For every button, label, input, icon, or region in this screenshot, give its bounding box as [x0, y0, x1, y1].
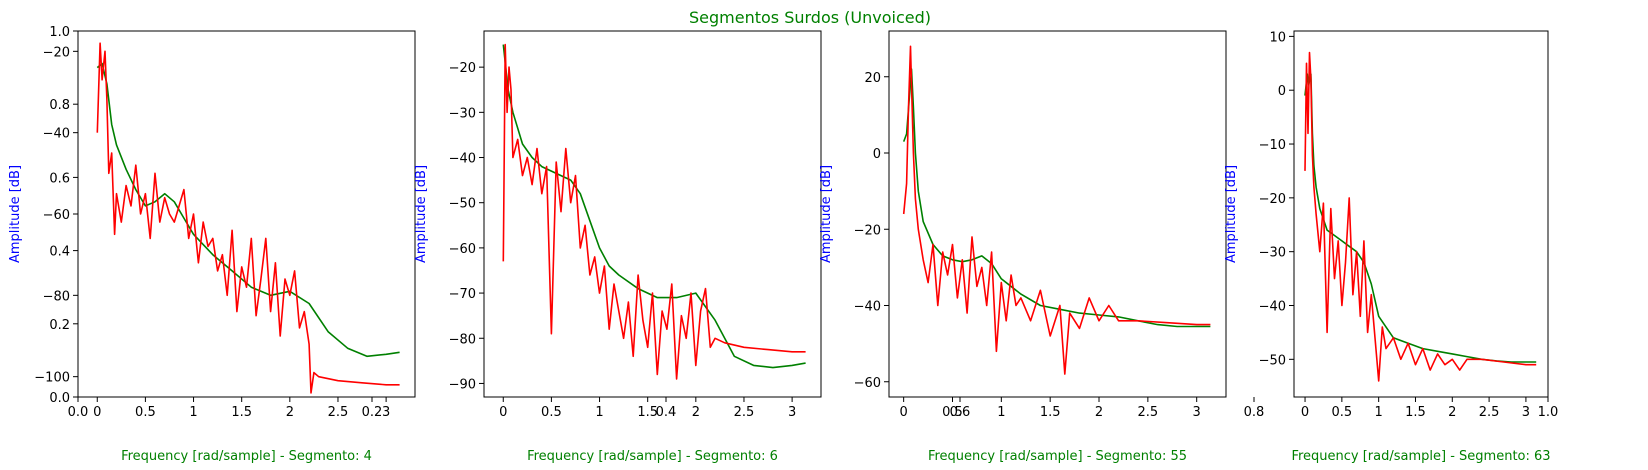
bg-x-tick-label: 0.4 — [656, 405, 677, 420]
plot-area — [1294, 31, 1548, 397]
x-tick-label: 3 — [1522, 405, 1530, 420]
spectrum-line — [1304, 51, 1537, 382]
x-tick-label: 0 — [1301, 405, 1309, 420]
y-tick-label: −50 — [449, 197, 476, 212]
x-tick-label: 3 — [382, 405, 390, 420]
y-tick-label: −40 — [43, 127, 70, 142]
envelope-line — [502, 44, 806, 369]
axes-frame — [483, 30, 822, 398]
y-tick-label: −40 — [1259, 300, 1286, 315]
bg-x-tick-label: 0.0 — [68, 405, 89, 420]
subplot-2: 0 0.5 1 1.5 2 2.5 3 −90 −80 −70 −60 −50 −40 −30 −20 Fre… — [414, 30, 822, 464]
bg-y-tick-label: 0.0 — [49, 391, 70, 406]
x-tick-label: 0 — [93, 405, 101, 420]
y-tick-label: −70 — [449, 287, 476, 302]
x-tick-label: 2 — [1448, 405, 1456, 420]
spectrum-line — [96, 42, 400, 394]
bg-x-tick-label: 0.6 — [950, 405, 971, 420]
plot-area — [484, 31, 821, 397]
y-axis-label: Amplitude [dB] — [819, 165, 834, 263]
bg-y-tick-label: 1.0 — [49, 25, 70, 40]
x-tick-label: 2.5 — [328, 405, 349, 420]
y-tick-label: −40 — [449, 152, 476, 167]
bg-y-tick-label: 0.8 — [49, 98, 70, 113]
figure-title: Segmentos Surdos (Unvoiced) — [689, 8, 931, 27]
bg-y-tick-label: 0.4 — [49, 245, 70, 260]
y-tick-label: −80 — [43, 289, 70, 304]
spectrum-line — [502, 43, 806, 380]
x-tick-label: 2 — [286, 405, 294, 420]
x-axis-label: Frequency [rad/sample] - Segmento: 63 — [1291, 449, 1550, 464]
x-tick-label: 1 — [997, 405, 1005, 420]
x-tick-label: 2 — [692, 405, 700, 420]
x-tick-label: 0 — [900, 405, 908, 420]
bg-x-tick-label: 0.8 — [1244, 405, 1265, 420]
x-tick-label: 0.5 — [1332, 405, 1353, 420]
bg-x-tick-label: 1.0 — [1538, 405, 1559, 420]
envelope-line — [96, 62, 400, 358]
y-tick-label: −10 — [1259, 138, 1286, 153]
subplot-1: 0 0.5 1 1.5 2 2.5 3 −100 −80 −60 −40 −20 Frequency [… — [8, 30, 416, 464]
y-tick-label: −60 — [449, 242, 476, 257]
subplot-4: 0 0.5 1 1.5 2 2.5 3 −50 −40 −30 −20 −10 0 10 Frequency… — [1224, 30, 1551, 464]
bg-x-tick-label: 0.2 — [362, 405, 383, 420]
y-tick-label: −20 — [43, 45, 70, 60]
x-tick-label: 1 — [1375, 405, 1383, 420]
y-axis-label: Amplitude [dB] — [1224, 165, 1239, 263]
x-tick-label: 0 — [499, 405, 507, 420]
y-tick-label: −90 — [449, 377, 476, 392]
y-tick-label: −60 — [854, 376, 881, 391]
bg-y-tick-label: 0.2 — [49, 318, 70, 333]
x-tick-label: 2.5 — [1138, 405, 1159, 420]
plot-area — [78, 31, 415, 397]
y-axis-label: Amplitude [dB] — [8, 165, 23, 263]
axes-frame — [1293, 30, 1549, 398]
y-tick-label: −30 — [449, 106, 476, 121]
axes-frame — [888, 30, 1227, 398]
y-tick-label: −50 — [1259, 353, 1286, 368]
x-tick-label: 1.5 — [637, 405, 658, 420]
x-tick-label: 0.5 — [135, 405, 156, 420]
y-axis-label: Amplitude [dB] — [414, 165, 429, 263]
subplot-3: 0 0.5 1 1.5 2 2.5 3 −60 −40 −20 0 20 Frequency [rad/… — [819, 30, 1227, 464]
y-tick-label: −80 — [449, 332, 476, 347]
background-axis: 0.0 0.2 0.4 0.6 0.8 1.0 0.0 0.2 0.4 0.6 0.8 1.0 — [49, 25, 1558, 420]
x-tick-label: 3 — [1193, 405, 1201, 420]
x-tick-label: 1 — [595, 405, 603, 420]
x-tick-label: 3 — [788, 405, 796, 420]
x-tick-label: 1.5 — [1040, 405, 1061, 420]
x-tick-label: 1 — [189, 405, 197, 420]
x-tick-label: 2.5 — [734, 405, 755, 420]
y-tick-label: −100 — [34, 371, 70, 386]
x-tick-label: 1.5 — [231, 405, 252, 420]
y-tick-label: −20 — [1259, 192, 1286, 207]
y-tick-label: −30 — [1259, 246, 1286, 261]
y-tick-label: 0 — [1278, 84, 1286, 99]
x-axis-label: Frequency [rad/sample] - Segmento: 55 — [928, 449, 1187, 464]
envelope-line — [902, 68, 1211, 328]
plot-area — [889, 31, 1226, 397]
spectrum-line — [902, 45, 1211, 375]
x-axis-label: Frequency [rad/sample] - Segmento: 6 — [527, 449, 778, 464]
y-tick-label: 20 — [864, 71, 881, 86]
x-tick-label: 1.5 — [1405, 405, 1426, 420]
axes-frame — [77, 30, 416, 398]
y-tick-label: −20 — [854, 223, 881, 238]
bg-y-tick-label: 0.6 — [49, 171, 70, 186]
y-tick-label: 0 — [873, 147, 881, 162]
y-tick-label: −60 — [43, 208, 70, 223]
x-axis-label: Frequency [rad/sample] - Segmento: 4 — [121, 449, 372, 464]
x-tick-label: 0.5 — [942, 405, 963, 420]
x-tick-label: 0.5 — [541, 405, 562, 420]
y-tick-label: −40 — [854, 300, 881, 315]
x-tick-label: 2 — [1095, 405, 1103, 420]
y-tick-label: 10 — [1269, 30, 1286, 45]
x-tick-label: 2.5 — [1479, 405, 1500, 420]
y-tick-label: −20 — [449, 61, 476, 76]
